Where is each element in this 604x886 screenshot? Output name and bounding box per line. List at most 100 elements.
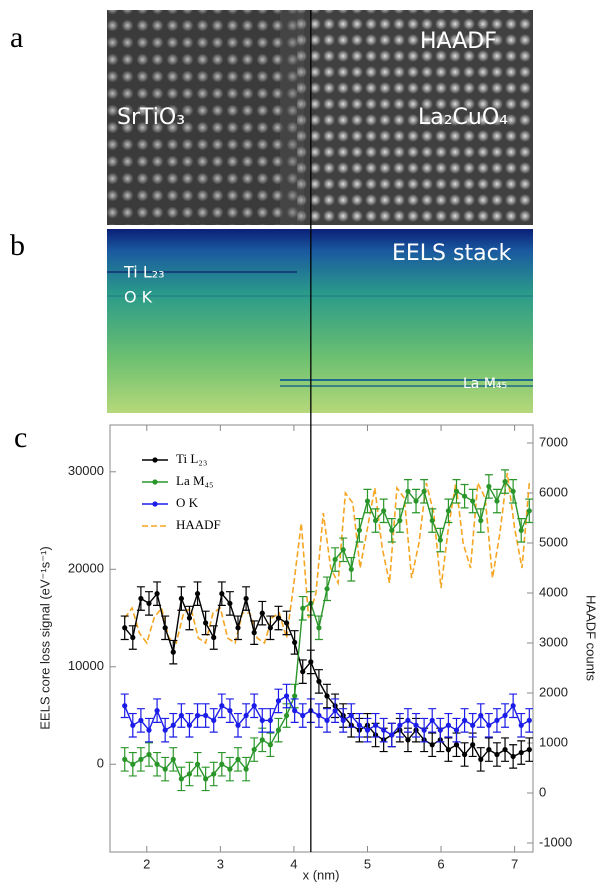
data-point bbox=[203, 776, 209, 782]
data-point bbox=[146, 751, 152, 758]
data-point bbox=[324, 693, 330, 699]
data-point bbox=[461, 717, 468, 723]
data-point bbox=[178, 712, 184, 719]
data-point bbox=[389, 527, 395, 533]
data-point bbox=[494, 498, 500, 504]
data-point bbox=[518, 722, 524, 728]
y-tick-label: 10000 bbox=[68, 658, 104, 673]
data-point bbox=[251, 630, 257, 636]
data-point bbox=[138, 595, 144, 602]
data-point bbox=[211, 717, 217, 723]
legend-label: La M₄₅ bbox=[176, 473, 214, 488]
data-point bbox=[292, 693, 298, 699]
x-tick-label: 5 bbox=[364, 856, 371, 871]
data-point bbox=[243, 712, 249, 719]
y-tick-label: 20000 bbox=[68, 561, 104, 576]
data-point bbox=[170, 649, 176, 655]
data-point bbox=[381, 508, 387, 514]
data-point bbox=[203, 620, 209, 626]
data-point bbox=[154, 591, 160, 597]
data-point bbox=[292, 708, 298, 714]
eels-image bbox=[107, 229, 533, 413]
data-point bbox=[292, 639, 298, 645]
data-point bbox=[194, 761, 201, 767]
data-point bbox=[251, 747, 257, 753]
data-point bbox=[170, 756, 176, 762]
data-point bbox=[122, 703, 128, 709]
image-label: HAADF bbox=[420, 29, 497, 54]
x-tick-label: 6 bbox=[437, 856, 444, 871]
legend-label: O K bbox=[176, 495, 199, 510]
data-point bbox=[300, 605, 306, 611]
data-point bbox=[259, 717, 265, 723]
data-point bbox=[445, 508, 451, 514]
data-point bbox=[259, 737, 265, 743]
data-point bbox=[437, 537, 443, 543]
data-point bbox=[486, 483, 492, 490]
y2-tick-label: 2000 bbox=[539, 684, 568, 699]
data-point bbox=[219, 591, 225, 597]
data-point bbox=[478, 712, 484, 719]
data-point bbox=[300, 669, 306, 675]
data-point bbox=[275, 727, 282, 733]
panel-label: a bbox=[10, 21, 23, 54]
data-point bbox=[146, 600, 152, 607]
data-point bbox=[510, 488, 516, 494]
data-point bbox=[211, 634, 217, 641]
data-point bbox=[429, 742, 435, 748]
image-label: O K bbox=[124, 288, 153, 307]
data-point bbox=[186, 615, 193, 621]
data-point bbox=[227, 600, 233, 607]
data-point bbox=[478, 517, 484, 524]
image-label: Ti L₂₃ bbox=[123, 263, 165, 282]
y2-tick-label: 1000 bbox=[539, 734, 568, 749]
data-point bbox=[486, 722, 492, 728]
data-point bbox=[445, 747, 451, 753]
data-point bbox=[478, 756, 484, 762]
data-point bbox=[332, 556, 338, 563]
legend-label: HAADF bbox=[176, 517, 221, 532]
y2-tick-label: 5000 bbox=[539, 534, 568, 549]
data-point bbox=[178, 595, 184, 602]
data-point bbox=[324, 586, 330, 592]
data-point bbox=[470, 498, 476, 504]
data-point bbox=[526, 508, 532, 514]
data-point bbox=[348, 712, 354, 719]
data-point bbox=[429, 717, 435, 723]
data-point bbox=[397, 722, 403, 728]
data-point bbox=[316, 712, 322, 719]
data-point bbox=[227, 766, 233, 772]
data-point bbox=[356, 722, 362, 728]
data-point bbox=[502, 478, 508, 485]
x-tick-label: 2 bbox=[143, 856, 150, 871]
data-point bbox=[235, 722, 241, 728]
data-point bbox=[421, 727, 427, 733]
data-point bbox=[130, 634, 136, 641]
data-point bbox=[364, 727, 371, 733]
data-point bbox=[219, 703, 225, 709]
data-point bbox=[510, 703, 516, 709]
data-point bbox=[316, 625, 322, 631]
data-point bbox=[283, 620, 290, 626]
data-point bbox=[122, 625, 128, 631]
y2-tick-label: 6000 bbox=[539, 484, 568, 499]
data-point bbox=[405, 737, 411, 743]
data-point bbox=[219, 761, 225, 767]
data-point bbox=[526, 717, 532, 723]
data-point bbox=[510, 753, 516, 760]
data-point bbox=[405, 488, 411, 494]
image-label: EELS stack bbox=[392, 241, 512, 266]
data-point bbox=[356, 527, 362, 533]
data-point bbox=[178, 776, 184, 782]
data-point bbox=[413, 722, 419, 728]
data-point bbox=[130, 761, 136, 767]
data-point bbox=[364, 498, 371, 504]
data-point bbox=[348, 566, 354, 572]
data-point bbox=[162, 727, 168, 733]
data-point bbox=[275, 615, 282, 621]
data-point bbox=[381, 727, 387, 733]
data-point bbox=[275, 698, 282, 704]
data-point bbox=[227, 708, 233, 714]
x-tick-label: 7 bbox=[511, 856, 518, 871]
